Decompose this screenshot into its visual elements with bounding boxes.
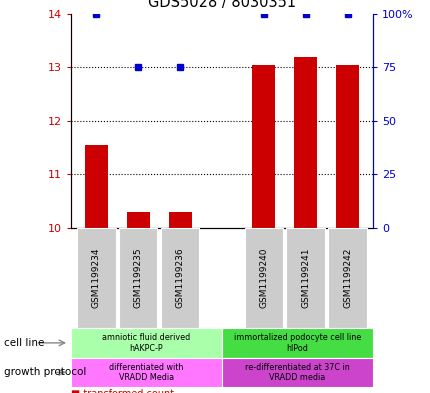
- Title: GDS5028 / 8030351: GDS5028 / 8030351: [147, 0, 295, 10]
- Text: GSM1199241: GSM1199241: [301, 248, 310, 308]
- Text: amniotic fluid derived
hAKPC-P: amniotic fluid derived hAKPC-P: [102, 333, 190, 353]
- Text: ■ transformed count: ■ transformed count: [71, 389, 174, 393]
- Text: cell line: cell line: [4, 338, 45, 348]
- Bar: [85, 145, 108, 228]
- Text: GSM1199240: GSM1199240: [259, 248, 268, 308]
- Text: growth protocol: growth protocol: [4, 367, 86, 377]
- Text: differentiated with
VRADD Media: differentiated with VRADD Media: [109, 363, 183, 382]
- Text: immortalized podocyte cell line
hIPod: immortalized podocyte cell line hIPod: [233, 333, 360, 353]
- Bar: [126, 212, 149, 228]
- Bar: [294, 57, 316, 228]
- Bar: [335, 64, 358, 228]
- Bar: [168, 212, 191, 228]
- Text: GSM1199234: GSM1199234: [92, 248, 101, 308]
- Text: GSM1199235: GSM1199235: [133, 248, 142, 309]
- Bar: [252, 64, 275, 228]
- Text: GSM1199236: GSM1199236: [175, 248, 184, 309]
- Text: re-differentiated at 37C in
VRADD media: re-differentiated at 37C in VRADD media: [244, 363, 349, 382]
- Text: GSM1199242: GSM1199242: [342, 248, 351, 308]
